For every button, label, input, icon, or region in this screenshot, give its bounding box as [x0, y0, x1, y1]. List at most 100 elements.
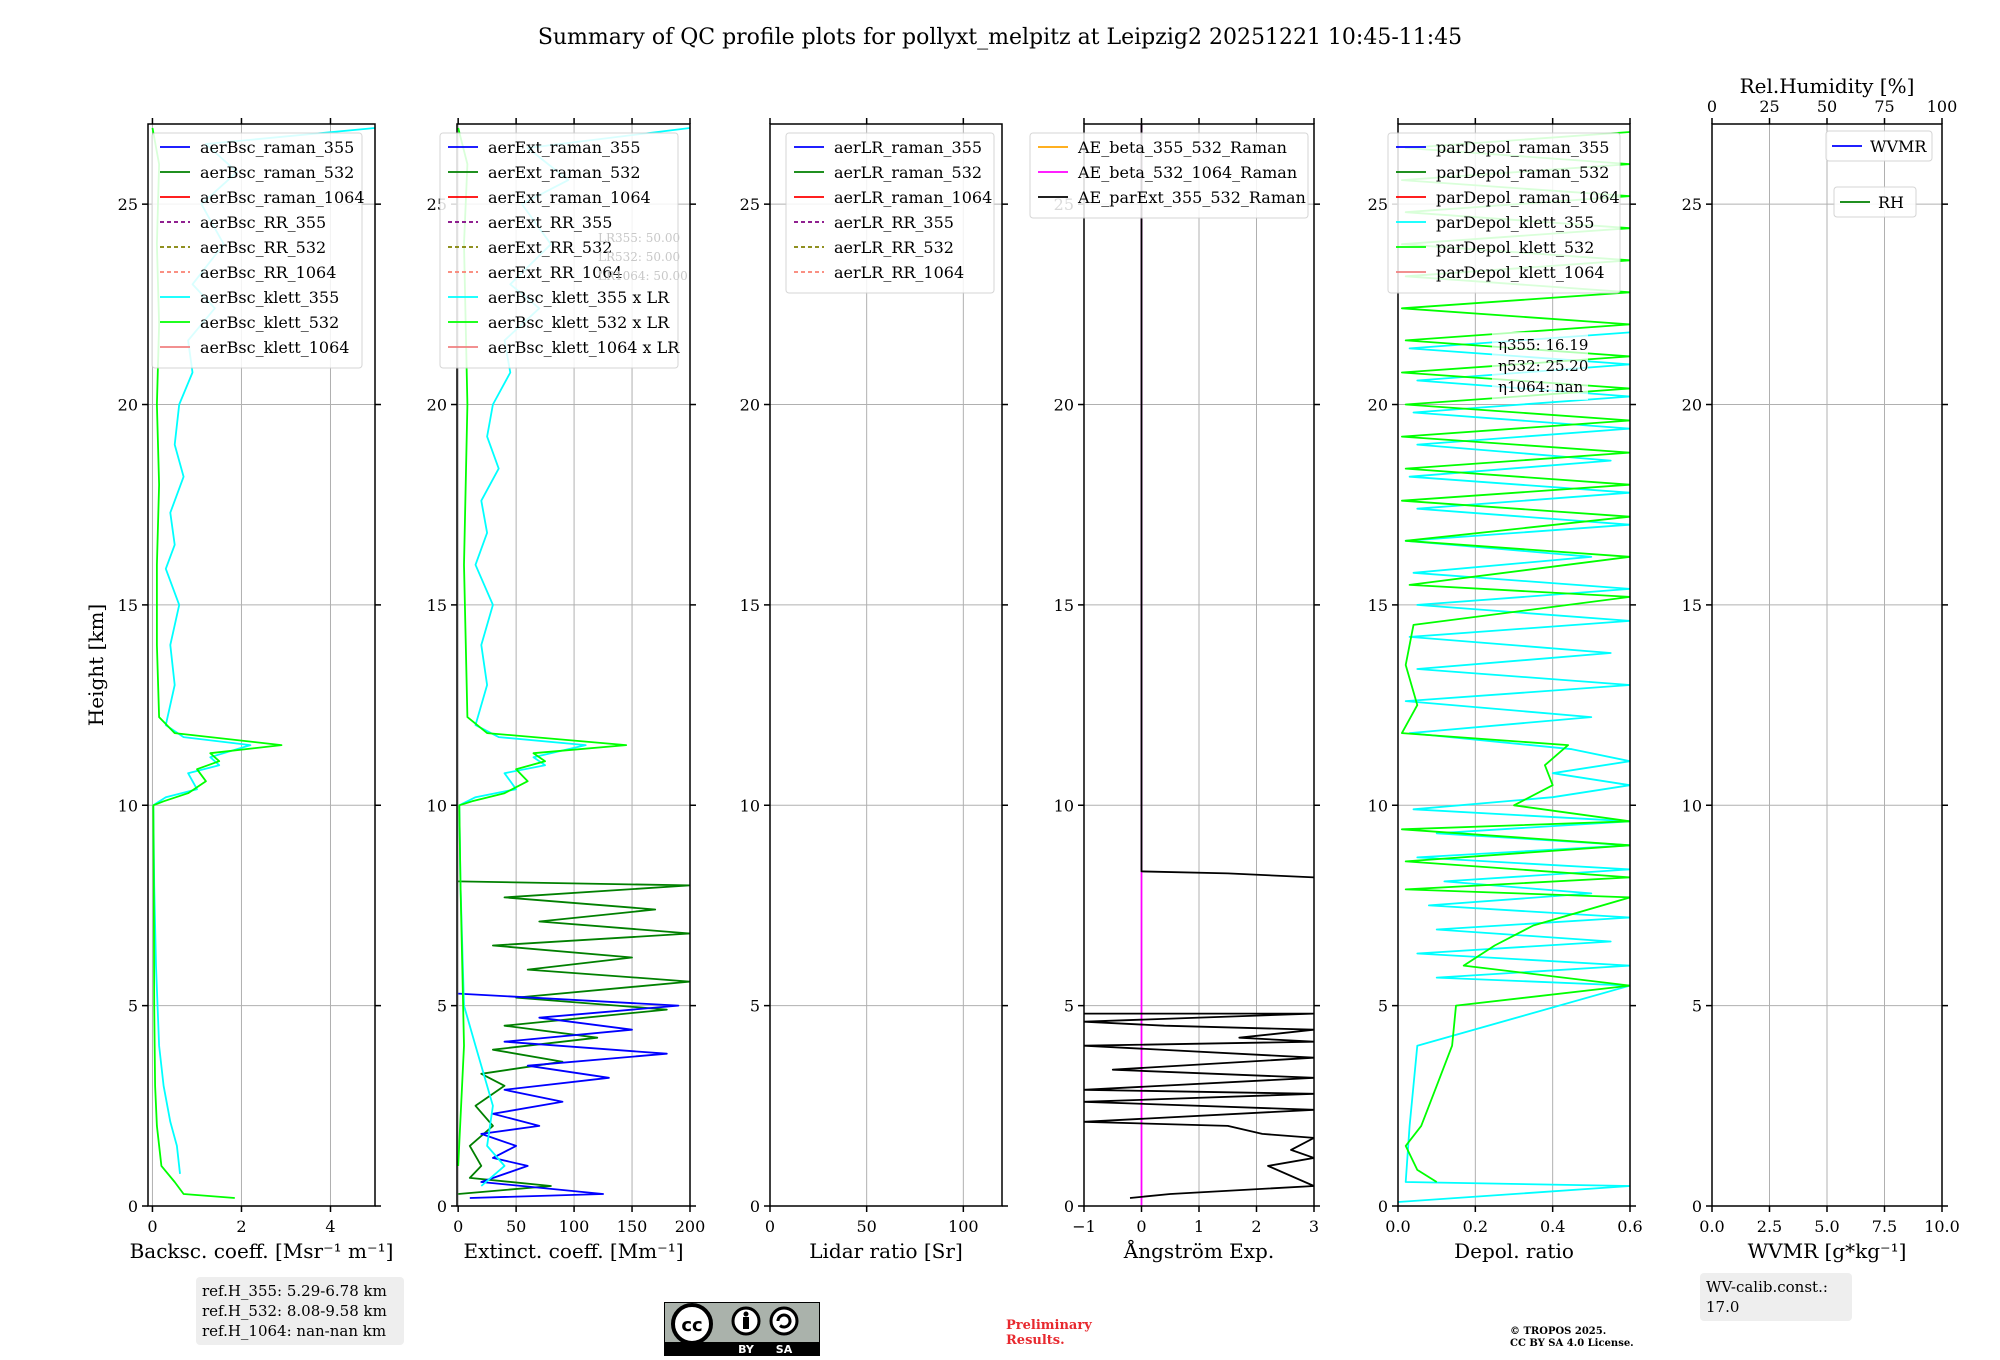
legend-label: AE_parExt_355_532_Raman — [1077, 188, 1306, 207]
legend-label: aerBsc_RR_355 — [200, 213, 326, 232]
x-tick-label: 150 — [617, 1217, 648, 1236]
y-tick-label: 5 — [1378, 997, 1388, 1016]
eta-note: η355: 16.19 — [1498, 336, 1588, 354]
panel-lr: 0 50 100 0 5 10 15 20 25 Lidar ratio [Sr] aerLR_ra… — [740, 118, 1008, 1263]
legend-label: WVMR — [1870, 137, 1927, 156]
legend-label: aerLR_raman_532 — [834, 163, 982, 182]
x-axis-label: Depol. ratio — [1454, 1239, 1574, 1263]
y-tick-label: 20 — [118, 396, 138, 415]
y-tick-label: 20 — [1368, 396, 1388, 415]
top-axis-label: Rel.Humidity [%] — [1740, 74, 1915, 98]
y-tick-label: 0 — [1378, 1197, 1388, 1216]
x-tick-label: 4 — [325, 1217, 335, 1236]
eta-note-box — [1492, 332, 1588, 400]
badge-sa-text: SA — [776, 1343, 793, 1356]
x-tick-label: 50 — [856, 1217, 876, 1236]
legend-label: parDepol_klett_355 — [1436, 213, 1594, 232]
y-tick-label: 20 — [740, 396, 760, 415]
series-line-AE_parExt_355_532_Raman — [1140, 124, 1314, 879]
y-tick-label: 0 — [750, 1197, 760, 1216]
y-tick-label: 15 — [1368, 596, 1388, 615]
legend-label: aerExt_raman_355 — [488, 138, 641, 157]
lidar-ratio-note: LR355: 50.00 — [598, 231, 680, 245]
y-tick-label: 10 — [427, 796, 447, 815]
panel-bsc: 0 2 4 0 5 10 15 20 25 Backsc. coeff. [Msr⁻¹ m⁻¹] a… — [118, 118, 393, 1263]
top-x-tick-label: 25 — [1759, 97, 1779, 116]
legend-label: aerBsc_klett_532 — [200, 313, 339, 332]
cc-logo-icon — [671, 1303, 713, 1345]
series-line-aerBsc_klett_532 — [151, 127, 283, 1199]
legend-label: aerExt_RR_532 — [488, 238, 612, 257]
legend-label: aerBsc_raman_355 — [200, 138, 354, 157]
x-tick-label: 50 — [506, 1217, 526, 1236]
x-tick-label: 0 — [453, 1217, 463, 1236]
y-tick-label: 15 — [427, 596, 447, 615]
y-tick-label: 5 — [128, 997, 138, 1016]
top-x-tick-label: 100 — [1927, 97, 1958, 116]
x-tick-label: 0.2 — [1463, 1217, 1488, 1236]
y-tick-label: 15 — [118, 596, 138, 615]
badge-by-text: BY — [738, 1343, 755, 1356]
y-tick-label: 0 — [1692, 1197, 1702, 1216]
legend: AE_beta_355_532_Raman AE_beta_532_1064_Ra… — [1029, 132, 1309, 219]
ref-height-355: ref.H_355: 5.29-6.78 km — [202, 1282, 387, 1300]
legend-label: aerBsc_klett_355 — [200, 288, 339, 307]
x-tick-label: 0 — [147, 1217, 157, 1236]
top-x-tick-label: 0 — [1707, 97, 1717, 116]
legend-label: aerBsc_klett_532 x LR — [488, 313, 670, 332]
eta-note: η532: 25.20 — [1498, 357, 1588, 375]
y-tick-label: 0 — [128, 1197, 138, 1216]
legend-label: aerBsc_raman_532 — [200, 163, 354, 182]
x-tick-label: 100 — [948, 1217, 979, 1236]
series-group — [1084, 124, 1314, 1206]
y-tick-label: 5 — [437, 997, 447, 1016]
legend-label: parDepol_raman_532 — [1436, 163, 1609, 182]
series-group — [457, 127, 690, 1199]
legend-box — [785, 132, 995, 294]
y-tick-label: 20 — [427, 396, 447, 415]
y-tick-label: 25 — [740, 195, 760, 214]
legend-label: aerBsc_RR_532 — [200, 238, 326, 257]
x-tick-label: 200 — [675, 1217, 706, 1236]
x-tick-label: 0.6 — [1617, 1217, 1642, 1236]
eta-note: η1064: nan — [1498, 378, 1584, 396]
legend-label: aerBsc_RR_1064 — [200, 263, 336, 282]
x-tick-label: 2.5 — [1757, 1217, 1782, 1236]
cc-logo-text: cc — [681, 1315, 702, 1336]
panel-depol: 0.0 0.2 0.4 0.6 0 5 10 15 20 25 Depol. ratio parDep… — [1368, 118, 1643, 1263]
y-tick-label: 25 — [1368, 195, 1388, 214]
legend: parDepol_raman_355 parDepol_raman_532 parD… — [1387, 132, 1621, 294]
y-tick-label: 0 — [1064, 1197, 1074, 1216]
figure-title: Summary of QC profile plots for pollyxt_… — [538, 25, 1462, 50]
legend-label: RH — [1878, 193, 1904, 212]
legend-box — [1029, 132, 1309, 219]
legend-label: aerLR_RR_355 — [834, 213, 954, 232]
preliminary-line-2: Results. — [1006, 1333, 1065, 1348]
legend-label: parDepol_klett_532 — [1436, 238, 1594, 257]
x-tick-label: 10.0 — [1924, 1217, 1960, 1236]
wv-calibration-constant: WV-calib.const.: 17.0 — [1706, 1278, 1828, 1316]
cc-by-sa-badge: cc BY SA — [664, 1302, 820, 1356]
preliminary-line-1: Preliminary — [1006, 1318, 1092, 1333]
reference-heights-box: ref.H_355: 5.29-6.78 km ref.H_532: 8.08-… — [196, 1277, 404, 1345]
x-tick-label: −1 — [1072, 1217, 1096, 1236]
x-tick-label: 0.0 — [1385, 1217, 1410, 1236]
panel-wv: 0.0 2.5 5.0 7.5 10.0 0 5 10 15 20 25 WVMR [g*kg⁻¹] 0… — [1682, 74, 1960, 1263]
axes-frame — [769, 123, 1003, 1207]
preliminary-results-note: Preliminary Results. — [1006, 1318, 1092, 1348]
legend: aerLR_raman_355 aerLR_raman_532 aerLR_rama… — [785, 132, 995, 294]
x-axis-label: WVMR [g*kg⁻¹] — [1748, 1239, 1907, 1263]
y-tick-label: 10 — [740, 796, 760, 815]
legend-label: parDepol_raman_1064 — [1436, 188, 1620, 207]
legend-label: aerBsc_klett_1064 — [200, 338, 349, 357]
x-axis-label: Ångström Exp. — [1123, 1238, 1274, 1263]
legend-label: aerLR_raman_355 — [834, 138, 982, 157]
legend-label: aerLR_RR_532 — [834, 238, 954, 257]
x-tick-label: 2 — [1251, 1217, 1261, 1236]
legend-label: AE_beta_355_532_Raman — [1077, 138, 1287, 157]
top-x-tick-label: 50 — [1817, 97, 1837, 116]
y-tick-label: 20 — [1682, 396, 1702, 415]
legend-label: aerExt_RR_1064 — [488, 263, 623, 282]
